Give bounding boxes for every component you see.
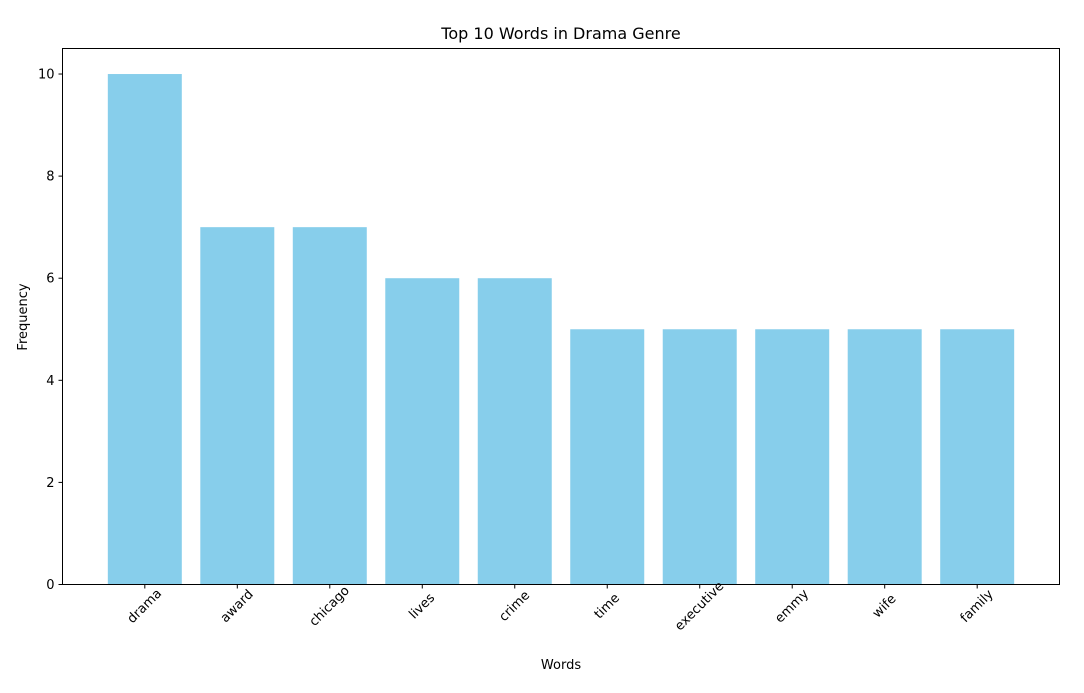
bar-award — [200, 227, 275, 585]
y-tick-label: 0 — [46, 578, 54, 593]
bar-time — [570, 329, 645, 585]
y-tick-label: 6 — [46, 272, 54, 287]
x-axis-label: Words — [541, 658, 581, 673]
y-tick-label: 10 — [38, 68, 55, 83]
bar-chicago — [292, 227, 367, 585]
bar-emmy — [755, 329, 830, 585]
bar-crime — [477, 278, 552, 585]
bars-layer — [107, 74, 1015, 585]
bar-executive — [662, 329, 737, 585]
bar-wife — [847, 329, 922, 585]
y-axis-label: Frequency — [16, 283, 31, 350]
y-tick-label: 2 — [46, 476, 54, 491]
plot-frame — [62, 48, 1060, 585]
y-tick-label: 4 — [46, 374, 54, 389]
y-axis: 0 2 4 6 8 10 — [38, 68, 63, 593]
bar-family — [940, 329, 1015, 585]
chart-title: Top 10 Words in Drama Genre — [440, 24, 680, 43]
bar-drama — [107, 74, 182, 585]
y-tick-label: 8 — [46, 170, 54, 185]
bar-lives — [385, 278, 460, 585]
